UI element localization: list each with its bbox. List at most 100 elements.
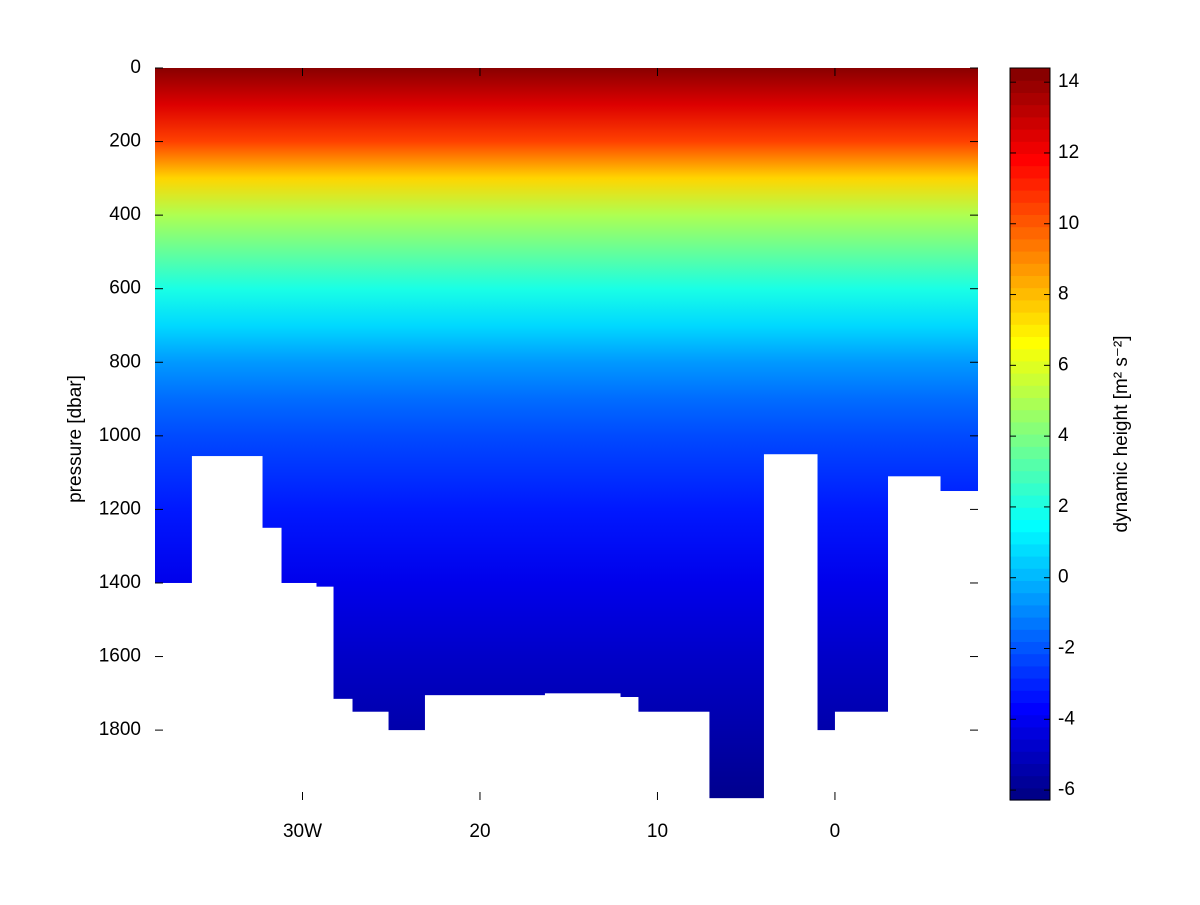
colorbar-band <box>1010 629 1050 642</box>
bottom-mask <box>262 527 282 801</box>
colorbar-band <box>1010 739 1050 752</box>
colorbar-tick-label: 4 <box>1058 425 1069 446</box>
colorbar-band <box>1010 92 1050 106</box>
bottom-mask <box>544 693 621 801</box>
colorbar-band <box>1010 775 1050 789</box>
colorbar-band <box>1010 653 1050 667</box>
colorbar-band <box>1010 556 1050 569</box>
colorbar-band <box>1010 763 1050 777</box>
colorbar-band <box>1010 531 1050 545</box>
bottom-mask <box>817 730 836 801</box>
bottom-mask <box>834 711 889 801</box>
colorbar-tick-label: 2 <box>1058 496 1069 517</box>
bottom-mask <box>763 454 818 801</box>
bottom-mask <box>940 491 979 801</box>
colorbar-band <box>1010 385 1050 398</box>
colorbar-band <box>1010 202 1050 215</box>
y-tick-label: 400 <box>109 204 141 225</box>
bottom-mask <box>424 695 546 801</box>
colorbar-band <box>1010 80 1050 93</box>
bottom-mask <box>333 698 353 801</box>
colorbar-band <box>1010 360 1050 374</box>
y-tick-label: 1600 <box>99 646 141 667</box>
colorbar-band <box>1010 543 1050 557</box>
y-axis-label: pressure [dbar] <box>65 375 86 503</box>
y-tick-label: 1400 <box>99 572 141 593</box>
colorbar-band <box>1010 604 1050 618</box>
colorbar-band <box>1010 141 1050 154</box>
colorbar-band <box>1010 116 1050 130</box>
colorbar-frame <box>1009 67 1051 801</box>
colorbar-band <box>1010 641 1050 655</box>
colorbar-band <box>1010 446 1050 459</box>
colorbar-tick-label: 12 <box>1058 142 1079 163</box>
colorbar-tick-label: 14 <box>1058 71 1080 92</box>
bottom-mask <box>315 586 334 801</box>
colorbar-band <box>1010 129 1050 142</box>
y-tick-label: 0 <box>130 57 141 78</box>
colorbar-band <box>1010 714 1050 728</box>
y-tick-label: 1200 <box>99 498 141 519</box>
colorbar-band <box>1010 421 1050 435</box>
colorbar-band <box>1010 726 1050 740</box>
colorbar-band <box>1010 702 1050 716</box>
colorbar-band <box>1010 324 1050 337</box>
colorbar-label: dynamic height [m² s⁻²] <box>1111 336 1132 533</box>
x-tick-label: 0 <box>830 821 841 842</box>
colorbar-band <box>1010 495 1050 508</box>
colorbar-band <box>1010 299 1050 313</box>
y-tick-label: 600 <box>109 278 141 299</box>
y-tick-label: 800 <box>109 351 141 372</box>
colorbar-band <box>1010 434 1050 447</box>
colorbar-band <box>1010 409 1050 423</box>
colorbar-band <box>1010 665 1050 679</box>
colorbar-tick-label: 10 <box>1058 213 1079 234</box>
colorbar-tick-label: 6 <box>1058 354 1069 375</box>
colorbar-band <box>1010 678 1050 691</box>
colorbar-band <box>1010 336 1050 350</box>
colorbar-band <box>1010 519 1050 533</box>
colorbar-band <box>1010 165 1050 179</box>
bottom-mask <box>620 697 639 801</box>
bottom-mask <box>637 711 710 801</box>
bottom-mask <box>888 476 941 801</box>
colorbar-band <box>1010 275 1050 289</box>
colorbar-band <box>1010 470 1050 484</box>
bottom-mask <box>708 798 765 801</box>
colorbar-tick-label: -4 <box>1058 708 1075 729</box>
colorbar-band <box>1010 251 1050 264</box>
bottom-mask <box>281 582 317 801</box>
colorbar-tick-label: 8 <box>1058 284 1069 305</box>
colorbar-band <box>1010 458 1050 472</box>
colorbar-band <box>1010 226 1050 240</box>
colorbar-band <box>1010 580 1050 594</box>
colorbar-band <box>1010 348 1050 362</box>
colorbar-band <box>1010 238 1050 252</box>
y-tick-label: 1000 <box>99 425 141 446</box>
colorbar-band <box>1010 592 1050 606</box>
colorbar-band <box>1010 190 1050 203</box>
colorbar-tick-label: -2 <box>1058 638 1075 659</box>
colorbar-band <box>1010 104 1050 118</box>
colorbar-band <box>1010 568 1050 581</box>
colorbar-band <box>1010 617 1050 630</box>
colorbar-band <box>1010 263 1050 276</box>
x-tick-label: 10 <box>647 821 668 842</box>
bottom-mask <box>352 711 389 801</box>
colorbar-band <box>1010 312 1050 325</box>
colorbar-band <box>1010 787 1050 801</box>
colorbar-tick-label: -6 <box>1058 779 1075 800</box>
colorbar-band <box>1010 690 1050 703</box>
bottom-mask <box>155 582 193 801</box>
y-tick-label: 200 <box>109 131 141 152</box>
y-tick-label: 1800 <box>99 719 141 740</box>
bottom-mask <box>191 456 263 801</box>
colorbar-band <box>1010 153 1050 167</box>
colorbar-band <box>1010 507 1050 520</box>
colorbar-band <box>1010 751 1050 764</box>
colorbar-band <box>1010 373 1050 386</box>
colorbar-band <box>1010 68 1050 81</box>
colorbar-tick-label: 0 <box>1058 567 1069 588</box>
colorbar-band <box>1010 287 1050 301</box>
bottom-mask <box>388 730 426 801</box>
